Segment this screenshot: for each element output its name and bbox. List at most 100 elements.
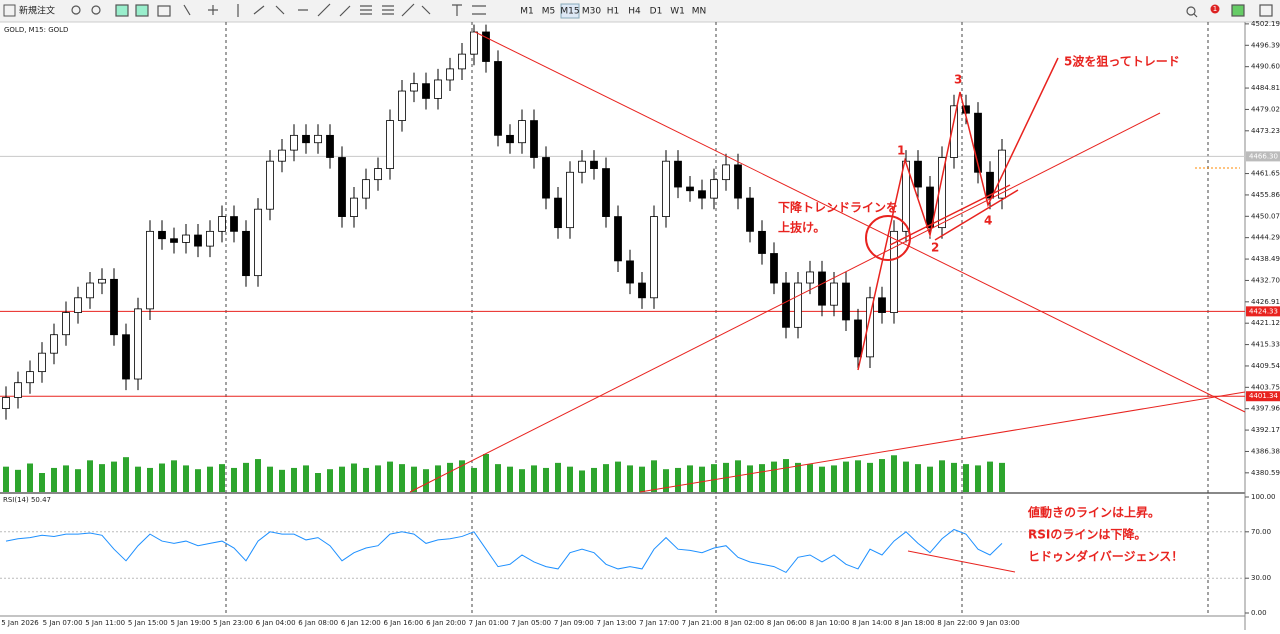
price-tick-label: 4403.75 <box>1251 383 1280 391</box>
new-order-icon[interactable] <box>3 4 16 17</box>
time-label: 7 Jan 17:00 <box>639 619 679 627</box>
candle-body <box>638 282 646 299</box>
volume-bar <box>63 465 69 492</box>
candle-body <box>686 186 694 192</box>
candle-body <box>914 160 922 188</box>
rsi-note: 値動きのラインは上昇。 <box>1027 505 1160 520</box>
volume-bar <box>183 465 189 492</box>
price-tick-label: 4421.12 <box>1251 319 1280 327</box>
candle-body <box>830 282 838 306</box>
candle-body <box>98 278 106 284</box>
new-order-button[interactable]: 新規注文 <box>19 5 55 17</box>
candle-body <box>794 282 802 328</box>
candle-body <box>614 216 622 262</box>
candle-body <box>566 171 574 229</box>
volume-bar <box>975 465 981 492</box>
time-label: 9 Jan 03:00 <box>980 619 1020 627</box>
price-tick-label: 4484.81 <box>1251 84 1280 92</box>
volume-bar <box>243 462 249 492</box>
candle-body <box>698 190 706 199</box>
volume-bar <box>543 467 549 492</box>
notification-badge[interactable] <box>1210 4 1220 14</box>
candle-body <box>398 90 406 121</box>
volume-bar <box>507 466 513 492</box>
volume-bar <box>795 462 801 492</box>
candle-body <box>602 168 610 217</box>
candle-body <box>770 253 778 284</box>
toolbar <box>0 0 1280 22</box>
volume-bar <box>519 469 525 492</box>
volume-bar <box>447 462 453 492</box>
volume-bar <box>15 469 21 492</box>
timeframe-button[interactable]: H4 <box>628 7 641 17</box>
volume-bar <box>999 462 1005 492</box>
volume-bar <box>147 467 153 492</box>
day-separators <box>225 22 1209 616</box>
candle-body <box>950 105 958 158</box>
volume-bar <box>567 466 573 492</box>
volume-bar <box>75 469 81 492</box>
timeframe-button[interactable]: M1 <box>520 7 534 17</box>
rsi-line <box>5 528 1003 574</box>
volume-bar <box>903 461 909 492</box>
candle-body <box>446 68 454 81</box>
symbol-label: GOLD, M15: GOLD <box>4 26 68 34</box>
volume-bar <box>135 466 141 492</box>
volume-bar <box>255 459 261 492</box>
candle-body <box>338 157 346 217</box>
rsi-tick-label: 30.00 <box>1251 574 1271 582</box>
candle-body <box>230 216 238 232</box>
volume-bar <box>159 463 165 492</box>
candle-body <box>458 53 466 70</box>
volume-bar <box>951 462 957 492</box>
price-tick-label: 4455.86 <box>1251 191 1280 199</box>
candle-body <box>218 216 226 232</box>
time-label: 5 Jan 15:00 <box>128 619 168 627</box>
timeframe-button[interactable]: M30 <box>582 7 601 17</box>
volume-bar <box>675 467 681 492</box>
volume-bar <box>927 466 933 492</box>
tool-icons[interactable] <box>71 3 1273 18</box>
trendlines <box>409 31 1246 573</box>
volume-bar <box>687 465 693 492</box>
wave-label: 2 <box>931 241 939 255</box>
candle-body <box>290 134 298 151</box>
timeframe-button[interactable]: D1 <box>650 7 663 17</box>
price-tick-label: 4432.70 <box>1251 276 1280 284</box>
timeframe-button[interactable]: M5 <box>542 7 556 17</box>
volume-bar <box>363 467 369 492</box>
time-label: 7 Jan 01:00 <box>469 619 509 627</box>
timeframe-button[interactable]: MN <box>692 7 707 17</box>
time-label: 8 Jan 18:00 <box>895 619 935 627</box>
annotation: 下降トレンドラインを <box>778 200 898 215</box>
candle-body <box>590 160 598 169</box>
volume-bar <box>807 464 813 492</box>
timeframe-button[interactable]: W1 <box>670 7 685 17</box>
price-tick-label: 4444.29 <box>1251 234 1280 242</box>
volume-bar <box>327 469 333 492</box>
volume-bar <box>603 464 609 492</box>
volume-bar <box>3 466 9 492</box>
volume-bar <box>591 467 597 492</box>
time-label: 7 Jan 09:00 <box>554 619 594 627</box>
candle-body <box>242 230 250 277</box>
timeframe-button[interactable]: M15 <box>560 7 579 17</box>
candle-body <box>854 319 862 358</box>
rsi-label: RSI(14) 50.47 <box>3 496 51 504</box>
candle-body <box>650 216 658 299</box>
candle-body <box>410 83 418 92</box>
candle-body <box>554 197 562 229</box>
volume-bar <box>435 465 441 492</box>
volume-bar <box>411 466 417 492</box>
volume-bar <box>387 461 393 492</box>
price-tick-label: 4426.91 <box>1251 298 1280 306</box>
timeframe-button[interactable]: H1 <box>607 7 620 17</box>
volume-bar <box>663 469 669 492</box>
rsi-note: ヒドゥンダイバージェンス！ <box>1028 549 1183 564</box>
current-price-label: 4466.30 <box>1249 152 1278 160</box>
volume-bar <box>891 455 897 492</box>
volume-bar <box>39 473 45 492</box>
candle-body <box>50 334 58 354</box>
candle-body <box>2 397 10 409</box>
time-label: 5 Jan 23:00 <box>213 619 253 627</box>
